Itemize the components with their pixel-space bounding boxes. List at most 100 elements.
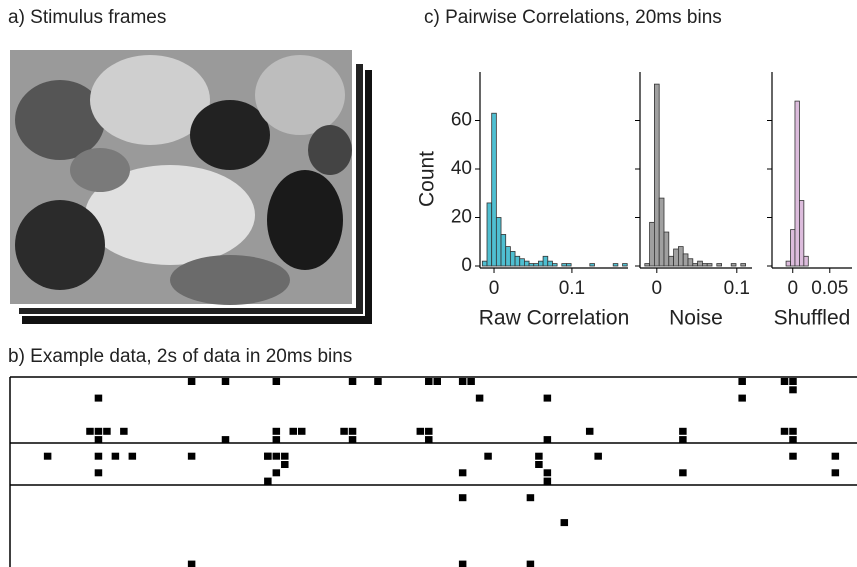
hist-bar bbox=[509, 251, 516, 267]
hist-bar bbox=[654, 83, 660, 267]
spike bbox=[272, 427, 281, 435]
hist-bar bbox=[682, 253, 689, 267]
hist-bar bbox=[692, 263, 698, 267]
hist-bar bbox=[687, 258, 694, 267]
spike bbox=[348, 436, 357, 444]
spike bbox=[789, 452, 797, 460]
spike bbox=[458, 560, 467, 567]
hist-bar bbox=[697, 260, 703, 267]
spike bbox=[94, 452, 103, 460]
spike bbox=[543, 436, 552, 444]
panel-a-title: a) Stimulus frames bbox=[8, 7, 166, 28]
spike bbox=[458, 494, 467, 502]
shape bbox=[267, 170, 343, 270]
spike bbox=[679, 469, 687, 477]
x-tick-label: 0.1 bbox=[724, 278, 750, 299]
hist-bar bbox=[542, 255, 549, 267]
spike bbox=[738, 394, 746, 402]
shape bbox=[190, 100, 270, 170]
spike bbox=[281, 461, 289, 468]
spike bbox=[789, 436, 797, 444]
spike bbox=[348, 378, 357, 385]
hist-bar bbox=[505, 246, 511, 267]
spike bbox=[484, 452, 492, 460]
spike bbox=[111, 452, 120, 460]
spike bbox=[738, 378, 746, 385]
hist-bar bbox=[495, 217, 502, 267]
hist-bar bbox=[730, 263, 737, 267]
hist-bar bbox=[533, 263, 539, 267]
panel-c-title: c) Pairwise Correlations, 20ms bins bbox=[424, 7, 722, 28]
y-axis-label: Count bbox=[416, 151, 439, 207]
spike bbox=[103, 427, 111, 435]
spike bbox=[425, 436, 433, 444]
spike bbox=[535, 461, 543, 468]
spike bbox=[272, 452, 281, 460]
spike bbox=[348, 427, 357, 435]
spike bbox=[535, 452, 543, 460]
hist-bar bbox=[663, 231, 670, 267]
spike bbox=[187, 378, 196, 385]
spike bbox=[340, 427, 348, 435]
hist-bar bbox=[790, 229, 796, 267]
hist-bar bbox=[740, 263, 746, 267]
shape bbox=[85, 165, 255, 265]
spike bbox=[789, 378, 797, 385]
hist-bar bbox=[803, 255, 809, 267]
spike bbox=[272, 378, 281, 385]
shape bbox=[170, 255, 290, 305]
spike bbox=[526, 560, 535, 567]
spike bbox=[789, 427, 797, 435]
y-tick-label: 40 bbox=[451, 158, 472, 179]
spike bbox=[679, 436, 687, 444]
x-axis-label: Shuffled bbox=[774, 307, 851, 330]
shape bbox=[15, 80, 105, 160]
spike bbox=[560, 519, 569, 527]
hist-bar bbox=[706, 263, 713, 267]
hist-bar bbox=[612, 263, 619, 267]
hist-bar bbox=[491, 112, 497, 267]
raster-frame bbox=[9, 376, 857, 567]
spike bbox=[425, 427, 433, 435]
spike bbox=[43, 452, 52, 460]
hist-bar bbox=[799, 200, 805, 267]
spike bbox=[831, 452, 840, 460]
spike bbox=[594, 452, 602, 460]
spike bbox=[433, 378, 441, 385]
x-axis-label: Raw Correlation bbox=[479, 307, 630, 330]
hist-bar bbox=[644, 263, 650, 267]
shape bbox=[70, 148, 130, 192]
hist-bar bbox=[589, 263, 595, 267]
spike bbox=[458, 378, 467, 385]
spike bbox=[94, 469, 103, 477]
hist-bar bbox=[514, 255, 521, 267]
hist-bar bbox=[519, 258, 525, 267]
spike bbox=[281, 452, 289, 460]
spike bbox=[264, 452, 272, 460]
spike bbox=[543, 469, 552, 477]
x-tick-label: 0 bbox=[489, 278, 500, 299]
hist-bar bbox=[481, 260, 488, 267]
spike bbox=[416, 427, 425, 435]
spike bbox=[780, 427, 789, 435]
spike bbox=[86, 427, 94, 435]
shape bbox=[308, 125, 352, 175]
spike bbox=[272, 469, 281, 477]
spike bbox=[831, 469, 840, 477]
hist-bar bbox=[566, 263, 572, 267]
panel-b-title: b) Example data, 2s of data in 20ms bins bbox=[8, 346, 352, 367]
spike bbox=[467, 378, 475, 385]
spike bbox=[94, 427, 103, 435]
y-tick-label: 0 bbox=[461, 255, 472, 276]
hist-bar bbox=[561, 263, 567, 267]
hist-bar bbox=[785, 260, 791, 267]
hist-bar bbox=[547, 260, 553, 267]
hist-bar bbox=[678, 246, 684, 267]
spike bbox=[679, 427, 687, 435]
hist-bar bbox=[622, 263, 628, 267]
hist-bar bbox=[668, 255, 674, 267]
spike bbox=[221, 436, 230, 444]
spike bbox=[780, 378, 789, 385]
x-tick-label: 0 bbox=[787, 278, 798, 299]
spike bbox=[94, 436, 103, 444]
